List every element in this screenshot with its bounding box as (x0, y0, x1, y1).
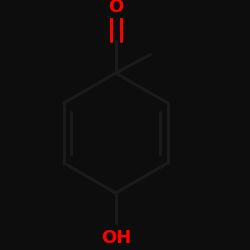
Text: OH: OH (101, 229, 131, 247)
Text: O: O (108, 0, 124, 16)
